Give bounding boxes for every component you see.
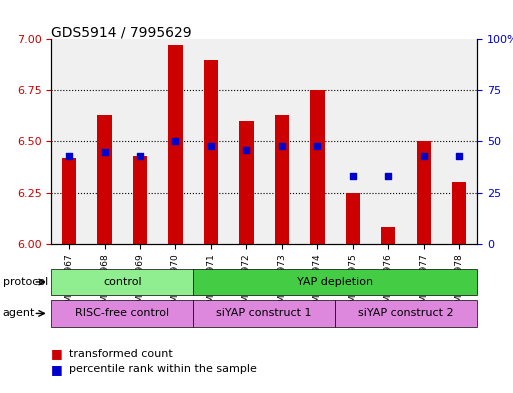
Point — [455, 152, 463, 159]
Bar — [346, 193, 360, 244]
Text: ■: ■ — [51, 363, 63, 376]
Text: YAP depletion: YAP depletion — [297, 277, 373, 287]
FancyBboxPatch shape — [193, 300, 335, 327]
Text: siYAP construct 1: siYAP construct 1 — [216, 309, 312, 318]
Text: transformed count: transformed count — [69, 349, 173, 359]
Point — [242, 147, 250, 153]
Text: GDS5914 / 7995629: GDS5914 / 7995629 — [51, 26, 192, 40]
Point — [384, 173, 392, 179]
Text: control: control — [103, 277, 142, 287]
Text: protocol: protocol — [3, 277, 48, 287]
Text: RISC-free control: RISC-free control — [75, 309, 169, 318]
Bar — [133, 156, 147, 244]
Point — [101, 149, 109, 155]
Bar — [381, 227, 396, 244]
Point — [171, 138, 180, 145]
FancyBboxPatch shape — [51, 269, 193, 295]
Point — [136, 152, 144, 159]
Bar — [275, 115, 289, 244]
Bar — [240, 121, 253, 244]
Bar — [310, 90, 325, 244]
Bar — [62, 158, 76, 244]
Text: percentile rank within the sample: percentile rank within the sample — [69, 364, 257, 375]
Bar — [97, 115, 112, 244]
Text: ■: ■ — [51, 347, 63, 360]
FancyBboxPatch shape — [51, 300, 193, 327]
Bar — [204, 60, 218, 244]
Point — [349, 173, 357, 179]
FancyBboxPatch shape — [335, 300, 477, 327]
FancyBboxPatch shape — [193, 269, 477, 295]
Text: siYAP construct 2: siYAP construct 2 — [358, 309, 454, 318]
Point — [65, 152, 73, 159]
Point — [278, 142, 286, 149]
Bar — [452, 182, 466, 244]
Point — [420, 152, 428, 159]
Bar — [168, 46, 183, 244]
Text: agent: agent — [3, 309, 35, 318]
Point — [313, 142, 322, 149]
Point — [207, 142, 215, 149]
Bar — [417, 141, 431, 244]
